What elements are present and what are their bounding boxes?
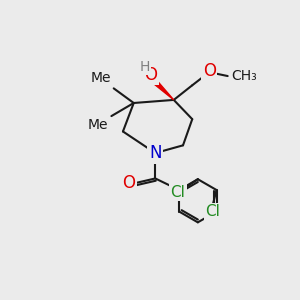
Text: O: O [122, 174, 135, 192]
Text: Cl: Cl [170, 185, 185, 200]
Text: Me: Me [88, 118, 108, 132]
Text: Cl: Cl [205, 204, 220, 219]
Text: CH₃: CH₃ [231, 69, 256, 83]
Text: H: H [139, 60, 150, 74]
Text: N: N [149, 144, 161, 162]
Text: O: O [203, 62, 216, 80]
Text: O: O [144, 65, 157, 83]
Text: Me: Me [90, 70, 111, 85]
Polygon shape [150, 77, 174, 100]
